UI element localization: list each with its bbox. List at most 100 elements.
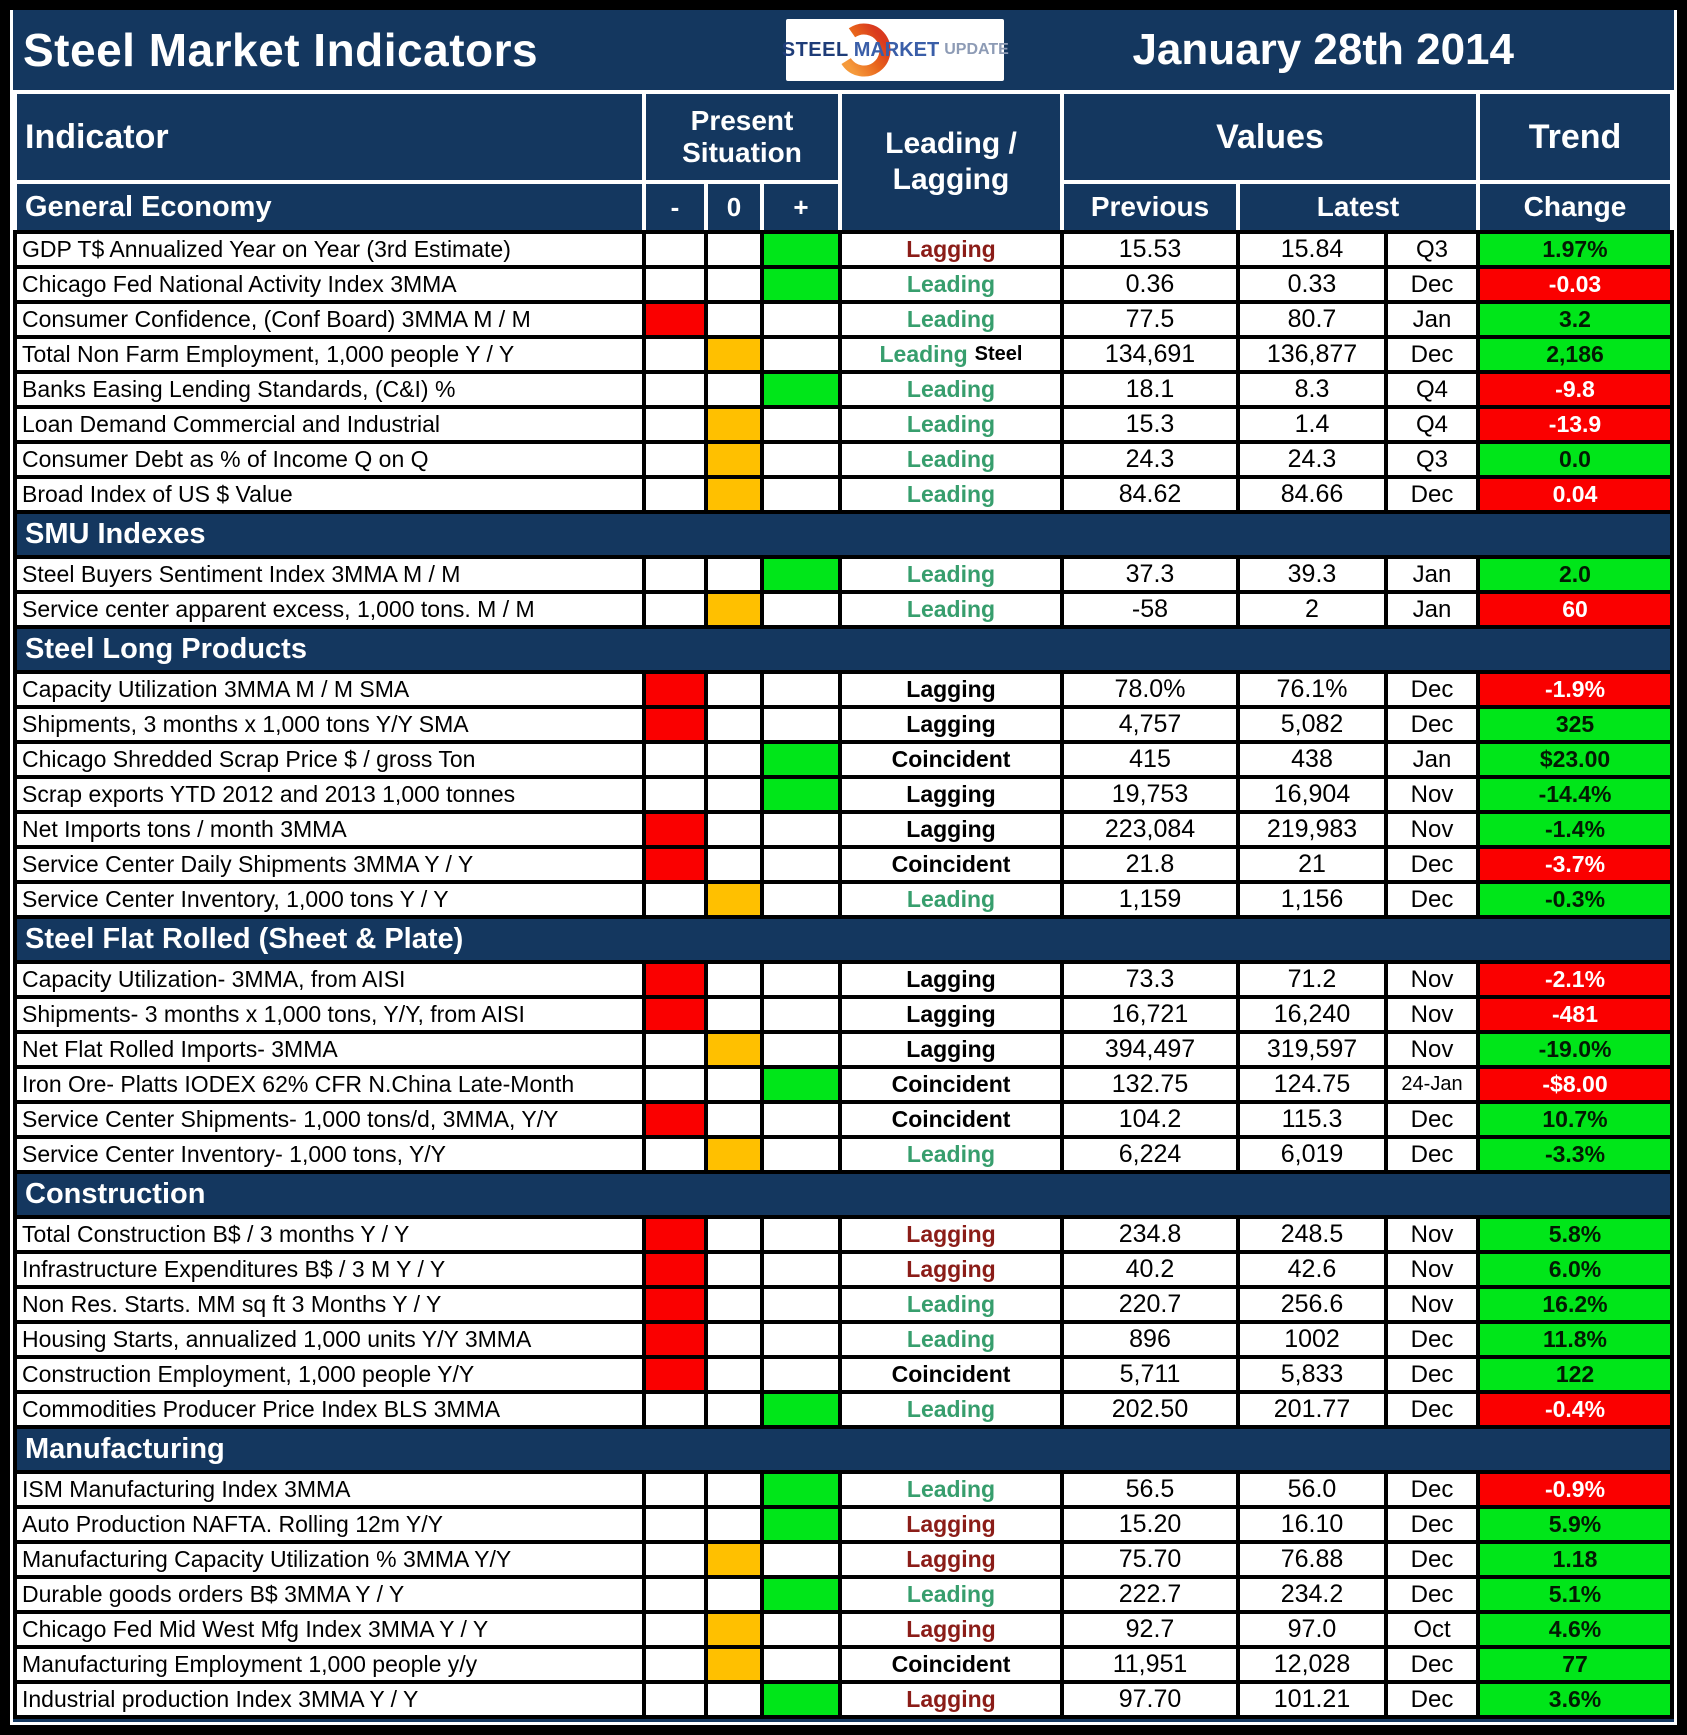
timing-label: Lagging — [842, 1684, 1060, 1715]
previous-value: 75.70 — [1064, 1544, 1236, 1575]
section-header-smu-indexes: SMU Indexes — [17, 514, 1670, 555]
previous-value: 92.7 — [1064, 1614, 1236, 1645]
previous-value: 5,711 — [1064, 1359, 1236, 1390]
situation-neutral-cell — [708, 999, 760, 1030]
smu-logo: STEEL MARKET UPDATE — [782, 19, 1009, 81]
previous-value: 104.2 — [1064, 1104, 1236, 1135]
latest-value: 256.6 — [1240, 1289, 1384, 1320]
timing-label: Coincident — [842, 1359, 1060, 1390]
section-header-construction: Construction — [17, 1174, 1670, 1215]
situation-positive-cell — [764, 1254, 838, 1285]
situation-neutral-cell — [708, 1359, 760, 1390]
situation-neutral-cell — [708, 594, 760, 625]
timing-text: Lagging — [906, 1511, 996, 1537]
indicator-label: Manufacturing Capacity Utilization % 3MM… — [17, 1544, 642, 1575]
page-title: Steel Market Indicators — [23, 24, 539, 76]
col-header-previous: Previous — [1064, 184, 1236, 230]
situation-negative-cell — [646, 1359, 704, 1390]
situation-negative-cell — [646, 269, 704, 300]
situation-positive-cell — [764, 1324, 838, 1355]
situation-neutral-cell — [708, 234, 760, 265]
timing-text: Coincident — [891, 1651, 1011, 1677]
latest-value: 0.33 — [1240, 269, 1384, 300]
situation-negative-cell — [646, 1509, 704, 1540]
change-value: 2,186 — [1480, 339, 1670, 370]
situation-positive-cell — [764, 964, 838, 995]
timing-label: Leading — [842, 1289, 1060, 1320]
period-label: Nov — [1388, 1289, 1476, 1320]
change-value: -3.3% — [1480, 1139, 1670, 1170]
situation-neutral-cell — [708, 1254, 760, 1285]
previous-value: 15.53 — [1064, 234, 1236, 265]
situation-positive-cell — [764, 409, 838, 440]
indicator-label: Net Imports tons / month 3MMA — [17, 814, 642, 845]
previous-value: 19,753 — [1064, 779, 1236, 810]
timing-label: Leading — [842, 1324, 1060, 1355]
indicator-label: Auto Production NAFTA. Rolling 12m Y/Y — [17, 1509, 642, 1540]
indicator-label: Chicago Fed Mid West Mfg Index 3MMA Y / … — [17, 1614, 642, 1645]
latest-value: 438 — [1240, 744, 1384, 775]
timing-label: Leading — [842, 594, 1060, 625]
change-value: 1.97% — [1480, 234, 1670, 265]
period-label: Dec — [1388, 1544, 1476, 1575]
change-value: -19.0% — [1480, 1034, 1670, 1065]
situation-neutral-cell — [708, 1684, 760, 1715]
period-label: 24-Jan — [1388, 1069, 1476, 1100]
latest-value: 39.3 — [1240, 559, 1384, 590]
situation-neutral-cell — [708, 304, 760, 335]
situation-negative-cell — [646, 744, 704, 775]
logo-update-text: UPDATE — [944, 41, 1009, 58]
indicator-label: Capacity Utilization- 3MMA, from AISI — [17, 964, 642, 995]
situation-neutral-cell — [708, 964, 760, 995]
situation-neutral-cell — [708, 814, 760, 845]
period-label: Q4 — [1388, 409, 1476, 440]
change-value: -9.8 — [1480, 374, 1670, 405]
period-label: Dec — [1388, 1394, 1476, 1425]
situation-neutral-cell — [708, 1104, 760, 1135]
section-header-general-economy: General Economy — [17, 184, 642, 230]
timing-text: Leading — [906, 481, 996, 507]
indicator-table-body: GDP T$ Annualized Year on Year (3rd Esti… — [13, 230, 1674, 1719]
previous-value: 37.3 — [1064, 559, 1236, 590]
indicator-label: Industrial production Index 3MMA Y / Y — [17, 1684, 642, 1715]
report-date: January 28th 2014 — [1132, 25, 1514, 74]
timing-label: Coincident — [842, 1104, 1060, 1135]
timing-text: Leading — [906, 1476, 996, 1502]
situation-negative-cell — [646, 849, 704, 880]
timing-label: Lagging — [842, 964, 1060, 995]
situation-positive-cell — [764, 479, 838, 510]
situation-negative-cell — [646, 1324, 704, 1355]
situation-negative-cell — [646, 1649, 704, 1680]
situation-neutral-cell — [708, 1324, 760, 1355]
latest-value: 201.77 — [1240, 1394, 1384, 1425]
timing-label: Lagging — [842, 1509, 1060, 1540]
indicator-label: Chicago Fed National Activity Index 3MMA — [17, 269, 642, 300]
period-label: Nov — [1388, 964, 1476, 995]
situation-positive-cell — [764, 234, 838, 265]
indicator-label: GDP T$ Annualized Year on Year (3rd Esti… — [17, 234, 642, 265]
period-label: Dec — [1388, 339, 1476, 370]
previous-value: 40.2 — [1064, 1254, 1236, 1285]
situation-positive-cell — [764, 1359, 838, 1390]
situation-neutral-cell — [708, 1069, 760, 1100]
period-label: Dec — [1388, 1509, 1476, 1540]
situation-negative-cell — [646, 1614, 704, 1645]
period-label: Dec — [1388, 1579, 1476, 1610]
situation-negative-cell — [646, 234, 704, 265]
timing-text: Lagging — [906, 711, 996, 737]
latest-value: 42.6 — [1240, 1254, 1384, 1285]
timing-text: Coincident — [891, 851, 1011, 877]
situation-neutral-cell — [708, 849, 760, 880]
previous-value: -58 — [1064, 594, 1236, 625]
indicator-label: Consumer Confidence, (Conf Board) 3MMA M… — [17, 304, 642, 335]
timing-label: Leading — [842, 409, 1060, 440]
timing-text: Leading — [906, 411, 996, 437]
indicator-label: Capacity Utilization 3MMA M / M SMA — [17, 674, 642, 705]
indicator-label: Service center apparent excess, 1,000 to… — [17, 594, 642, 625]
timing-label: Coincident — [842, 1069, 1060, 1100]
situation-negative-cell — [646, 1474, 704, 1505]
previous-value: 0.36 — [1064, 269, 1236, 300]
latest-value: 319,597 — [1240, 1034, 1384, 1065]
situation-neutral-cell — [708, 1649, 760, 1680]
